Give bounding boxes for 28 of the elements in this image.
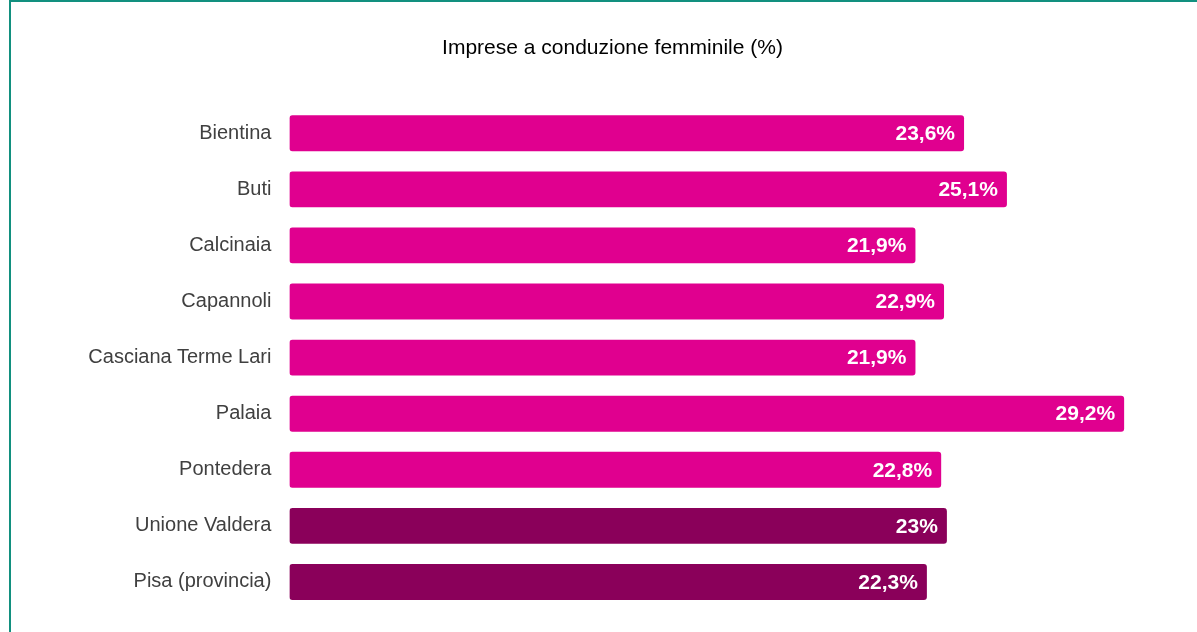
data-label: 23% — [895, 513, 939, 537]
data-label: 22,9% — [875, 289, 936, 313]
bar — [289, 115, 965, 152]
bar — [289, 227, 916, 264]
bar — [289, 507, 947, 544]
bar — [289, 171, 1007, 208]
y-tick-label: Bientina — [199, 120, 273, 143]
chart-title: Imprese a conduzione femminile (%) — [442, 35, 783, 59]
data-label: 23,6% — [895, 121, 956, 145]
y-tick-label: Capannoli — [181, 289, 272, 312]
data-label: 25,1% — [938, 177, 999, 201]
y-tick-label: Palaia — [215, 401, 273, 424]
bar — [289, 339, 916, 376]
y-tick-label: Buti — [236, 176, 272, 199]
bar — [289, 451, 942, 488]
data-label: 22,8% — [872, 457, 933, 481]
data-label: 22,3% — [858, 569, 919, 593]
y-tick-label: Pisa (provincia) — [133, 569, 272, 592]
data-label: 21,9% — [846, 345, 907, 369]
y-tick-label: Pontedera — [179, 457, 273, 480]
bar — [289, 395, 1125, 432]
bar — [289, 564, 927, 600]
data-label: 21,9% — [846, 233, 907, 257]
data-label: 29,2% — [1055, 401, 1116, 425]
y-tick-label: Unione Valdera — [135, 513, 273, 536]
bar — [289, 283, 945, 320]
y-tick-label: Casciana Terme Lari — [88, 345, 272, 368]
y-tick-label: Calcinaia — [189, 232, 273, 255]
